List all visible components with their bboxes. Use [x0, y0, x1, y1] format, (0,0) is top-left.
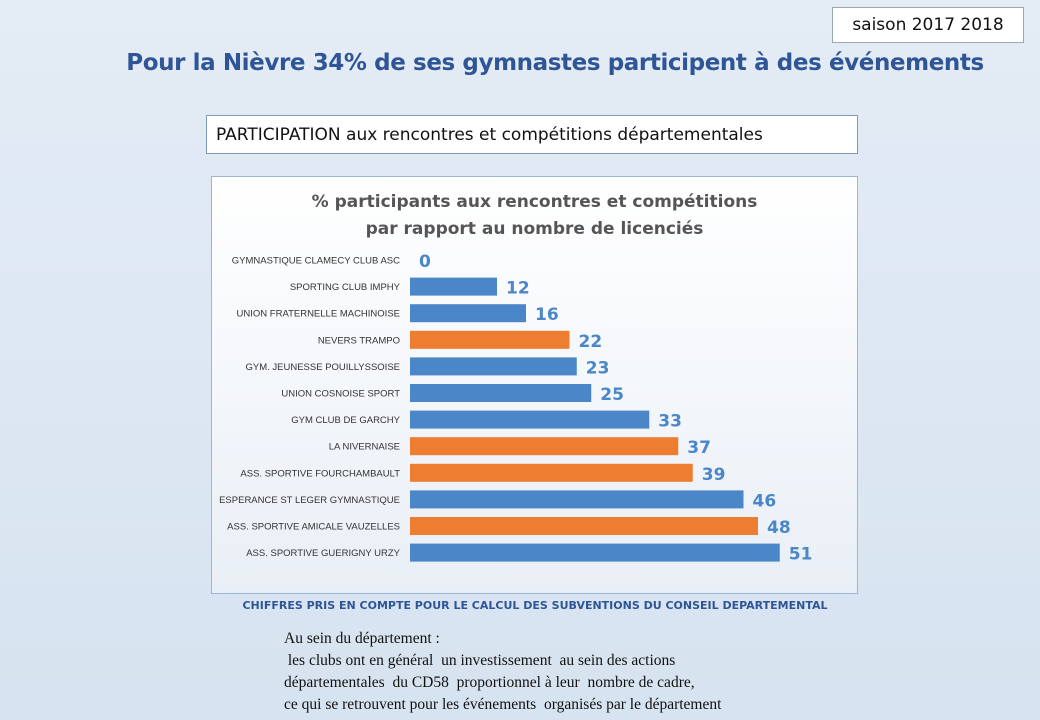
chart-title-line-1: % participants aux rencontres et compéti…: [311, 192, 758, 212]
category-label: GYM CLUB DE GARCHY: [291, 415, 400, 426]
category-label: LA NIVERNAISE: [329, 442, 400, 453]
category-label: UNION COSNOISE SPORT: [281, 389, 400, 400]
footnote: CHIFFRES PRIS EN COMPTE POUR LE CALCUL D…: [242, 599, 828, 612]
bar: [410, 330, 570, 349]
data-label: 46: [753, 491, 777, 511]
bar: [410, 490, 744, 509]
data-label: 22: [579, 332, 603, 352]
chart-container: % participants aux rencontres et compéti…: [211, 176, 858, 594]
category-label: ASS. SPORTIVE FOURCHAMBAULT: [240, 468, 400, 479]
bar: [410, 517, 758, 535]
bar: [410, 304, 526, 323]
notes-line-2: les clubs ont en général un investisseme…: [284, 652, 676, 669]
category-label: ASS. SPORTIVE AMICALE VAUZELLES: [227, 522, 400, 533]
season-label: saison 2017 2018: [832, 7, 1024, 43]
category-label: SPORTING CLUB IMPHY: [290, 282, 401, 293]
bar: [410, 437, 679, 456]
category-label: ESPERANCE ST LEGER GYMNASTIQUE: [219, 495, 400, 506]
category-label: UNION FRATERNELLE MACHINOISE: [237, 309, 400, 320]
bar-chart: GYMNASTIQUE CLAMECY CLUB ASC 0 SPORTING CL…: [219, 252, 813, 565]
bar: [410, 357, 577, 376]
section-label: PARTICIPATION aux rencontres et compétit…: [206, 115, 858, 154]
data-label: 25: [600, 385, 624, 405]
data-label: 48: [767, 518, 791, 538]
bar: [410, 410, 650, 429]
data-label: 51: [789, 545, 813, 565]
chart-title: % participants aux rencontres et compéti…: [212, 189, 857, 243]
data-label: 16: [535, 305, 559, 325]
category-label: NEVERS TRAMPO: [318, 335, 400, 346]
page-title: Pour la Nièvre 34% de ses gymnastes part…: [126, 50, 984, 76]
bar: [410, 463, 693, 482]
bar: [410, 543, 780, 562]
data-label: 23: [586, 358, 610, 378]
notes-block: Au sein du département : les clubs ont e…: [284, 628, 1024, 716]
data-label: 37: [687, 438, 711, 458]
chart-title-line-2: par rapport au nombre de licenciés: [365, 219, 704, 239]
category-label: GYM. JEUNESSE POUILLYSSOISE: [245, 362, 400, 373]
data-label: 39: [702, 465, 726, 485]
data-label: 0: [419, 252, 431, 272]
data-label: 33: [658, 412, 682, 432]
notes-line-4: ce qui se retrouvent pour les événements…: [284, 696, 722, 713]
notes-line-3: départementales du CD58 proportionnel à …: [284, 674, 695, 691]
bar: [410, 277, 497, 296]
data-label: 12: [506, 279, 530, 299]
category-label: GYMNASTIQUE CLAMECY CLUB ASC: [232, 256, 400, 267]
notes-line-1: Au sein du département :: [284, 630, 440, 647]
bar: [410, 384, 592, 402]
category-label: ASS. SPORTIVE GUERIGNY URZY: [246, 548, 400, 559]
